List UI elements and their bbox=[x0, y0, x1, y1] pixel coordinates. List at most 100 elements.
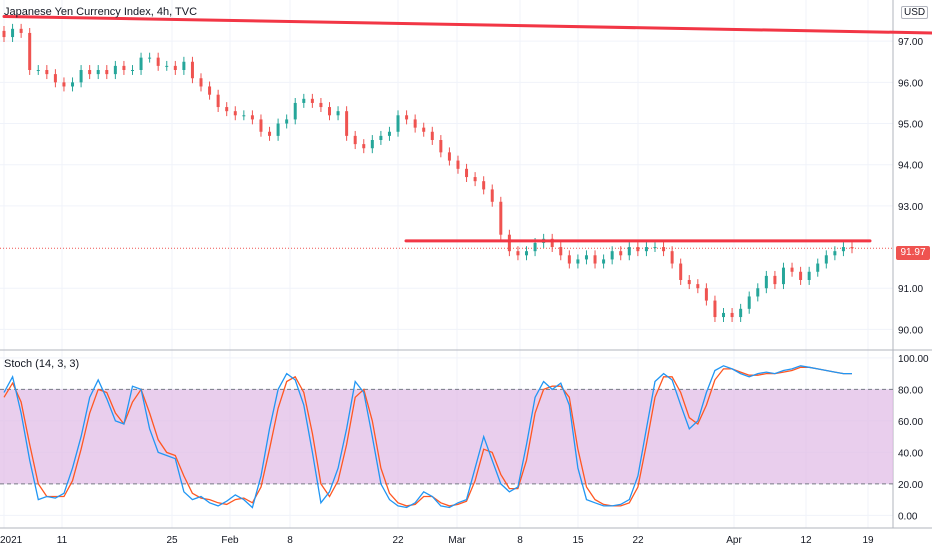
candle-down bbox=[362, 144, 366, 149]
candle-down bbox=[216, 94, 220, 108]
y-tick-label: 91.00 bbox=[898, 284, 923, 295]
candle-up bbox=[36, 70, 40, 71]
candle-up bbox=[79, 70, 83, 83]
candle-up bbox=[182, 61, 186, 70]
stoch-band bbox=[0, 389, 893, 484]
candle-up bbox=[627, 247, 631, 256]
candle-down bbox=[465, 168, 469, 178]
stoch-k-line bbox=[3, 365, 852, 509]
candle-down bbox=[225, 107, 229, 112]
candle-up bbox=[653, 247, 657, 249]
candle-down bbox=[662, 247, 666, 252]
x-tick-label: 8 bbox=[287, 535, 293, 546]
candle-down bbox=[88, 70, 92, 75]
currency-badge[interactable]: USD bbox=[901, 6, 929, 19]
stoch-y-tick-label: 40.00 bbox=[898, 448, 923, 459]
candle-down bbox=[62, 82, 66, 87]
candle-down bbox=[327, 107, 331, 116]
candle-down bbox=[422, 127, 426, 132]
candle-down bbox=[619, 251, 623, 256]
candle-up bbox=[242, 115, 246, 117]
candle-up bbox=[841, 247, 845, 252]
candle-up bbox=[602, 259, 606, 264]
candle-up bbox=[833, 251, 837, 256]
candle-down bbox=[250, 115, 254, 120]
candle-down bbox=[696, 284, 700, 289]
candle-up bbox=[824, 255, 828, 264]
candle-up bbox=[379, 135, 383, 140]
candle-down bbox=[473, 177, 477, 182]
candle-up bbox=[11, 28, 15, 38]
x-tick-label: 25 bbox=[166, 535, 178, 546]
candle-down bbox=[259, 119, 263, 132]
stoch-y-tick-label: 100.00 bbox=[898, 354, 929, 365]
candle-up bbox=[576, 259, 580, 264]
candle-down bbox=[850, 247, 854, 249]
candle-up bbox=[525, 251, 529, 256]
candle-down bbox=[268, 131, 272, 136]
candle-up bbox=[387, 131, 391, 136]
candle-up bbox=[276, 123, 280, 136]
y-tick-label: 95.00 bbox=[898, 120, 923, 131]
candle-up bbox=[764, 275, 768, 289]
candle-down bbox=[713, 300, 717, 318]
x-tick-label: Apr bbox=[726, 535, 742, 546]
candle-up bbox=[610, 251, 614, 260]
candle-up bbox=[644, 247, 648, 252]
y-tick-label: 90.00 bbox=[898, 325, 923, 336]
stoch-y-tick-label: 20.00 bbox=[898, 480, 923, 491]
candle-up bbox=[816, 263, 820, 272]
candle-down bbox=[516, 251, 520, 256]
candle-down bbox=[636, 247, 640, 252]
candle-up bbox=[148, 57, 152, 59]
candle-down bbox=[156, 57, 160, 66]
y-tick-label: 93.00 bbox=[898, 202, 923, 213]
candle-up bbox=[747, 296, 751, 309]
candle-up bbox=[336, 111, 340, 116]
candle-up bbox=[96, 70, 100, 75]
stoch-y-tick-label: 80.00 bbox=[898, 385, 923, 396]
candle-down bbox=[567, 255, 571, 264]
x-tick-label: Mar bbox=[448, 535, 466, 546]
candle-down bbox=[482, 181, 486, 190]
candle-down bbox=[679, 263, 683, 280]
candle-down bbox=[593, 255, 597, 264]
candle-up bbox=[781, 267, 785, 285]
stoch-y-tick-label: 0.00 bbox=[898, 511, 918, 522]
stoch-y-tick-label: 60.00 bbox=[898, 417, 923, 428]
candle-up bbox=[302, 98, 306, 103]
x-tick-label: 22 bbox=[392, 535, 404, 546]
candle-up bbox=[584, 255, 588, 260]
candle-down bbox=[105, 70, 109, 75]
candle-up bbox=[293, 102, 297, 120]
candle-down bbox=[559, 247, 563, 256]
candle-down bbox=[190, 61, 194, 79]
candle-up bbox=[139, 57, 143, 70]
candle-down bbox=[28, 32, 32, 70]
candle-down bbox=[319, 102, 323, 108]
candle-up bbox=[113, 65, 117, 75]
candle-down bbox=[670, 251, 674, 264]
trendline[interactable] bbox=[2, 14, 932, 35]
candle-down bbox=[499, 201, 503, 235]
candle-up bbox=[165, 65, 169, 67]
candle-up bbox=[396, 115, 400, 132]
y-tick-label: 97.00 bbox=[898, 37, 923, 48]
x-tick-label: 12 bbox=[800, 535, 812, 546]
candle-down bbox=[19, 28, 23, 33]
candle-up bbox=[71, 82, 75, 87]
candle-down bbox=[507, 234, 511, 252]
candle-down bbox=[550, 238, 554, 248]
candle-up bbox=[130, 70, 134, 71]
y-tick-label: 94.00 bbox=[898, 161, 923, 172]
last-price-tag: 91.97 bbox=[896, 246, 930, 260]
candle-up bbox=[285, 119, 289, 124]
candle-up bbox=[533, 242, 537, 252]
candle-down bbox=[730, 312, 734, 318]
stoch-indicator-label[interactable]: Stoch (14, 3, 3) bbox=[4, 358, 80, 370]
candle-up bbox=[756, 288, 760, 297]
candle-up bbox=[807, 271, 811, 280]
candle-up bbox=[722, 312, 726, 318]
